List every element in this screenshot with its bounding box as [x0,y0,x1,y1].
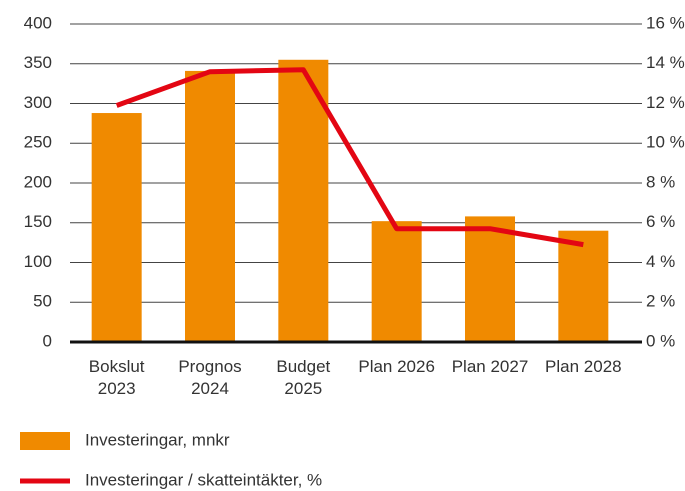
x-tick-label: Budget 2025 [276,357,331,398]
x-tick-label: Plan 2028 [545,357,622,376]
y2-tick-label: 0 % [646,331,675,350]
y2-tick-label: 4 % [646,252,675,271]
legend-label: Investeringar, mnkr [85,430,230,449]
bar [91,113,142,342]
y-tick-label: 200 [24,172,52,191]
legend-label: Investeringar / skatteintäkter, % [85,470,322,489]
y2-tick-label: 6 % [646,212,675,231]
y-tick-label: 300 [24,93,52,112]
legend-swatch [20,432,70,450]
y-tick-label: 50 [33,292,52,311]
y2-tick-label: 10 % [646,133,685,152]
x-tick-label: Bokslut 2023 [88,357,145,398]
bar [465,216,515,342]
y-tick-label: 0 [43,331,52,350]
bar [278,59,329,343]
y2-tick-label: 16 % [646,13,685,32]
bar [371,221,422,342]
line [115,67,584,248]
y-tick-label: 400 [24,13,52,32]
y2-tick-label: 12 % [646,93,685,112]
bar [185,70,235,342]
y-tick-label: 250 [24,133,52,152]
y-tick-label: 150 [24,212,52,231]
x-tick-label: Prognos 2024 [178,357,242,398]
x-tick-label: Plan 2026 [358,357,435,376]
x-tick-label: Plan 2027 [451,357,529,376]
y2-tick-label: 2 % [646,292,675,311]
y-tick-label: 100 [24,252,52,271]
bar [558,230,609,342]
y-tick-label: 350 [24,53,52,72]
y2-tick-label: 14 % [646,53,685,72]
y2-tick-label: 8 % [646,172,675,191]
